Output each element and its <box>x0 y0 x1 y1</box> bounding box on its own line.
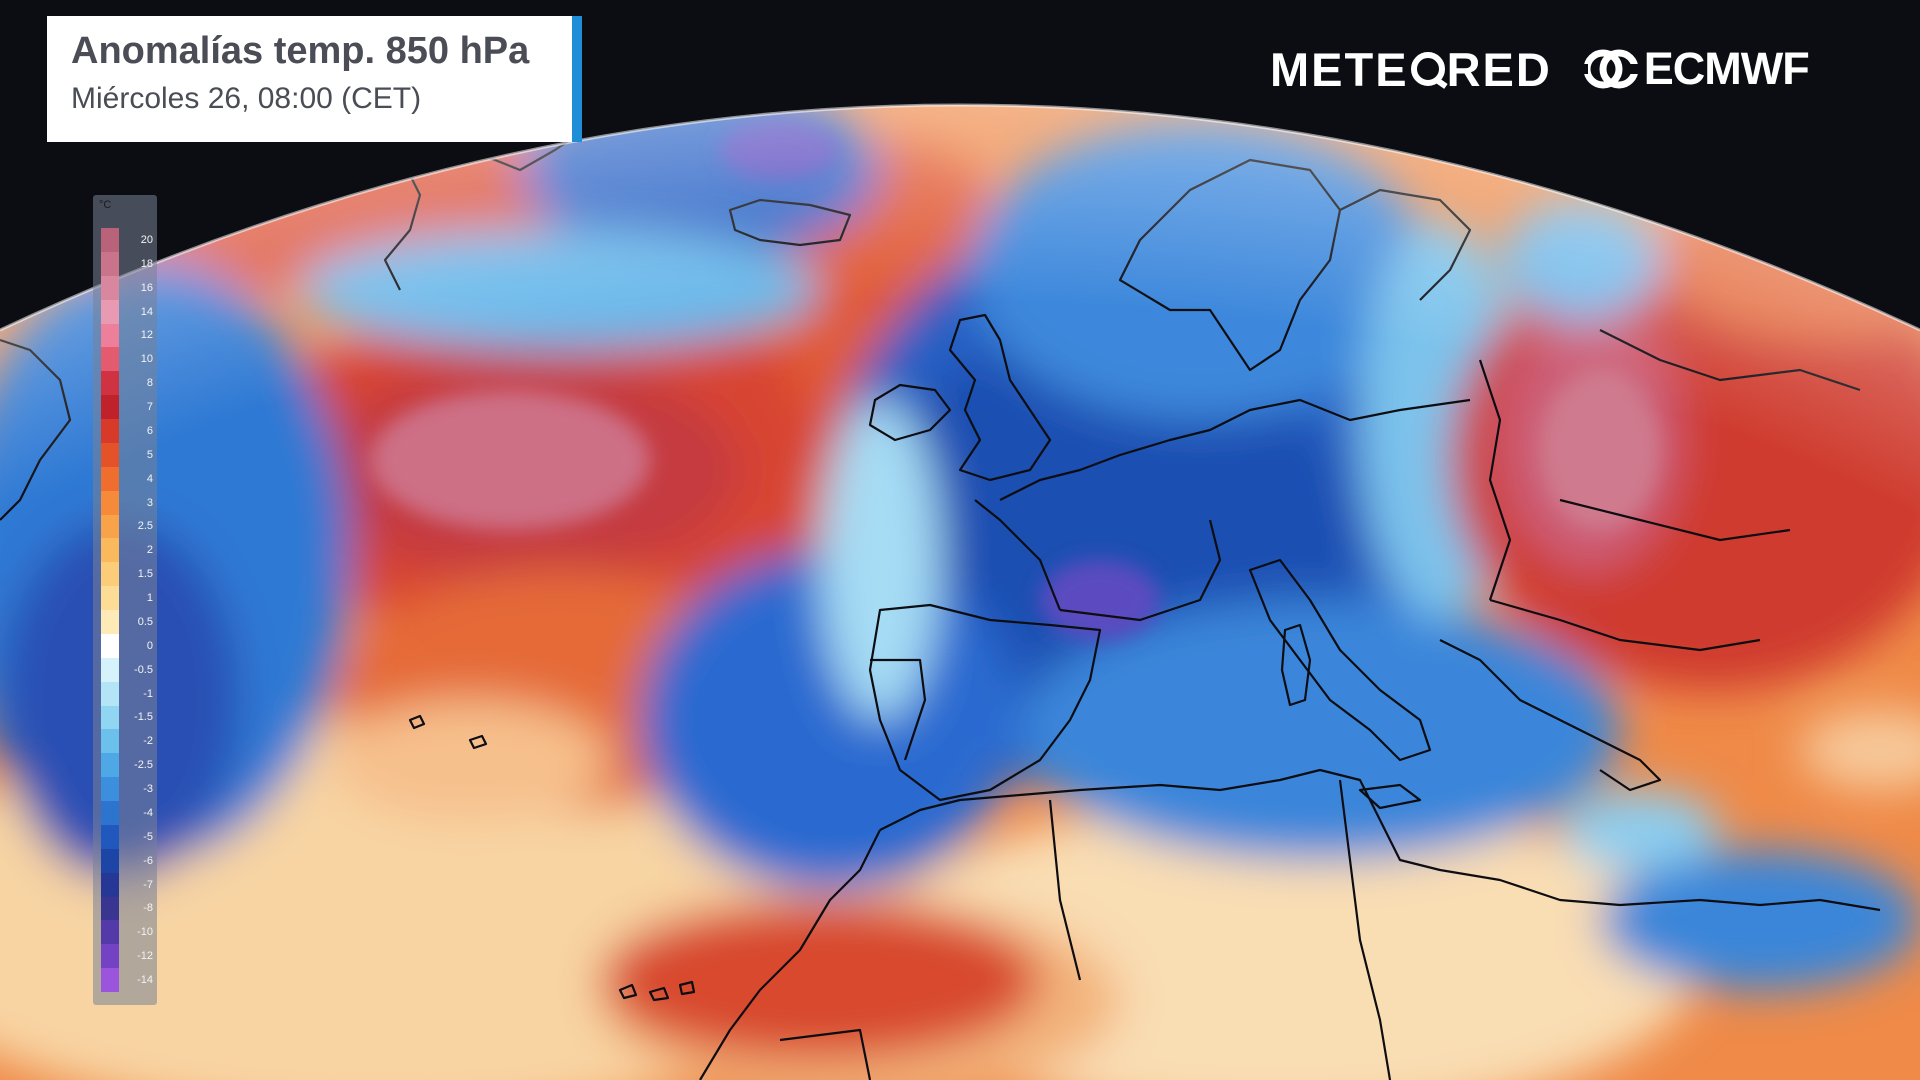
globe-limb <box>0 103 1920 332</box>
meteored-o-mark-icon <box>1410 52 1445 86</box>
legend-label: -7 <box>143 878 153 891</box>
legend-swatch <box>101 228 119 252</box>
legend-label: -12 <box>137 950 153 963</box>
legend-label: -5 <box>143 830 153 843</box>
legend-swatch <box>101 395 119 419</box>
legend-swatch <box>101 896 119 921</box>
legend-color-bar <box>101 228 119 992</box>
legend-swatch <box>101 872 119 897</box>
legend-label: 10 <box>140 353 153 366</box>
legend-swatch <box>101 347 119 372</box>
legend-label: 18 <box>140 257 153 270</box>
ecmwf-logo: ECMWF <box>1581 43 1810 95</box>
legend-swatch <box>101 251 119 276</box>
ecmwf-mark-icon <box>1581 48 1642 90</box>
color-scale-legend: °C 20 18 16 14 12 10 8 7 6 5 4 3 2.5 2 1.5 1 0.5 0 -0.5 -1 -… <box>93 195 157 1005</box>
map-title-box: Anomalías temp. 850 hPa Miércoles 26, 08… <box>47 16 582 142</box>
legend-label: 1.5 <box>137 568 153 581</box>
legend-swatch <box>101 299 119 324</box>
legend-label: -1 <box>143 687 153 700</box>
meteored-logo-part-1: METE <box>1270 42 1409 96</box>
legend-label: 0.5 <box>137 615 153 628</box>
legend-label: 6 <box>146 424 153 437</box>
legend-swatch <box>101 490 119 515</box>
legend-swatch <box>101 753 119 778</box>
legend-swatch <box>101 777 119 801</box>
legend-swatch <box>101 275 119 300</box>
legend-swatch <box>101 323 119 348</box>
legend-swatch <box>101 657 119 682</box>
legend-unit: °C <box>99 199 112 211</box>
legend-label: 2.5 <box>137 520 153 533</box>
legend-swatch <box>101 968 119 992</box>
legend-label: 12 <box>140 329 153 342</box>
legend-label: -2 <box>143 735 153 748</box>
legend-swatch <box>101 729 119 754</box>
legend-swatch <box>101 586 119 610</box>
legend-labels: 20 18 16 14 12 10 8 7 6 5 4 3 2.5 2 1.5 1 0.5 0 -0.5 -1 -1.5… <box>123 228 153 992</box>
legend-swatch <box>101 801 119 825</box>
legend-label: 2 <box>146 544 153 557</box>
legend-label: -0.5 <box>134 663 153 676</box>
legend-swatch <box>101 562 119 587</box>
legend-swatch <box>101 419 119 443</box>
legend-label: 5 <box>146 448 153 461</box>
meteored-logo: METE RED <box>1270 42 1552 97</box>
map-title: Anomalías temp. 850 hPa <box>71 30 530 72</box>
ecmwf-logo-text: ECMWF <box>1643 43 1810 94</box>
legend-label: -3 <box>143 783 153 796</box>
brand-logos: METE RED ECMWF <box>1270 42 1810 97</box>
legend-swatch <box>101 848 119 873</box>
legend-label: 8 <box>146 377 153 390</box>
legend-swatch <box>101 514 119 539</box>
legend-label: -6 <box>143 854 153 867</box>
legend-label: -14 <box>137 974 153 987</box>
legend-label: 0 <box>146 639 153 652</box>
legend-label: 14 <box>140 305 153 318</box>
legend-swatch <box>101 633 119 658</box>
legend-label: 7 <box>146 401 153 414</box>
legend-swatch <box>101 466 119 491</box>
legend-label: 3 <box>146 496 153 509</box>
legend-swatch <box>101 920 119 945</box>
legend-label: -1.5 <box>134 711 153 724</box>
legend-label: -8 <box>143 902 153 915</box>
legend-label: -2.5 <box>134 759 153 772</box>
legend-swatch <box>101 442 119 467</box>
legend-label: 1 <box>146 592 153 605</box>
map-valid-time: Miércoles 26, 08:00 (CET) <box>71 81 422 115</box>
legend-swatch <box>101 705 119 730</box>
legend-label: -4 <box>143 806 153 819</box>
legend-swatch <box>101 944 119 969</box>
legend-label: 16 <box>140 281 153 294</box>
legend-swatch <box>101 824 119 849</box>
legend-label: 4 <box>146 472 153 485</box>
meteored-logo-part-2: RED <box>1446 42 1552 96</box>
legend-swatch <box>101 538 119 563</box>
legend-label: 20 <box>140 233 153 246</box>
legend-swatch <box>101 610 119 634</box>
legend-swatch <box>101 371 119 396</box>
legend-swatch <box>101 681 119 706</box>
legend-label: -10 <box>137 926 153 939</box>
